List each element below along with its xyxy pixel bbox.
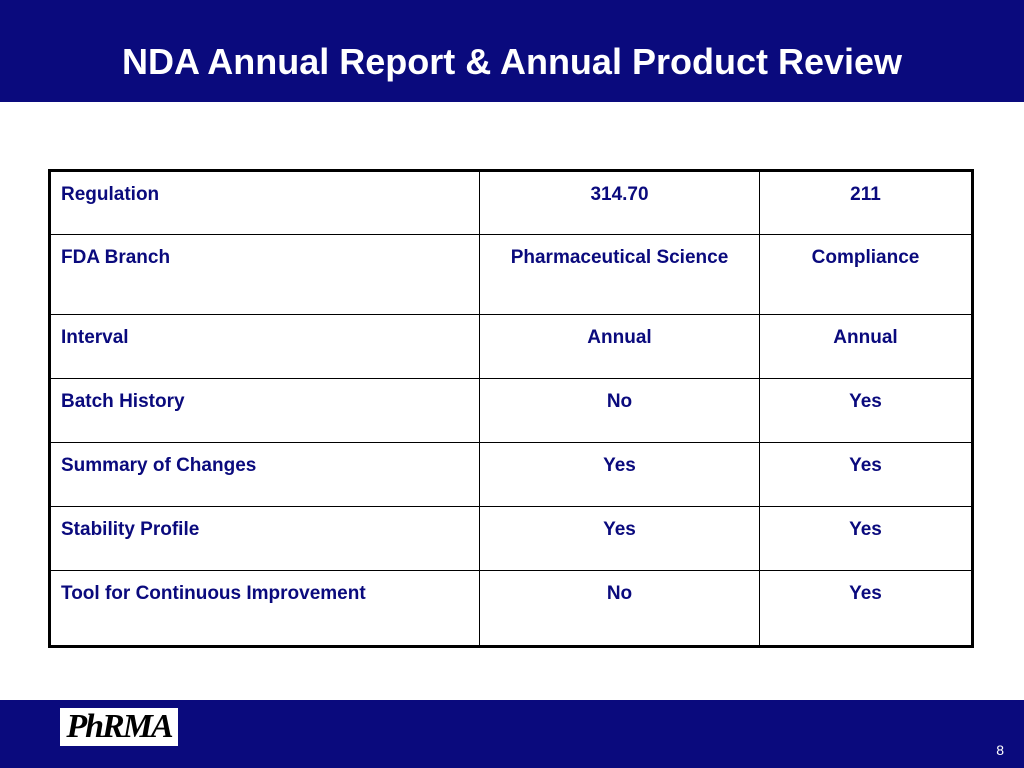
row-label-batch-history: Batch History [49,378,480,443]
table-row-stability-profile: Stability Profile Yes Yes [49,506,973,571]
table-row-batch-history: Batch History No Yes [49,378,973,443]
phrma-logo: PhRMA [60,708,178,746]
table-row-interval: Interval Annual Annual [49,314,973,379]
row-label-stability-profile: Stability Profile [49,506,480,571]
cell-314-70-interval: Annual [479,314,760,379]
comparison-table-container: Regulation 314.70 211 FDA Branch Pharmac… [48,169,974,648]
row-label-fda-branch: FDA Branch [49,234,480,315]
cell-211-interval: Annual [759,314,973,379]
row-label-regulation: Regulation [49,170,480,235]
cell-314-70-summary-of-changes: Yes [479,442,760,507]
cell-211-summary-of-changes: Yes [759,442,973,507]
title-bar: NDA Annual Report & Annual Product Revie… [0,0,1024,102]
cell-211-tool-for-continuous-improvement: Yes [759,570,973,647]
cell-211-regulation: 211 [759,170,973,235]
cell-314-70-regulation: 314.70 [479,170,760,235]
table-row-tool-for-continuous-improvement: Tool for Continuous Improvement No Yes [49,570,973,647]
footer-bar: PhRMA 8 [0,700,1024,768]
cell-314-70-stability-profile: Yes [479,506,760,571]
cell-314-70-tool-for-continuous-improvement: No [479,570,760,647]
cell-211-fda-branch: Compliance [759,234,973,315]
cell-211-stability-profile: Yes [759,506,973,571]
table-row-summary-of-changes: Summary of Changes Yes Yes [49,442,973,507]
table-row-regulation: Regulation 314.70 211 [49,170,973,235]
cell-211-batch-history: Yes [759,378,973,443]
row-label-interval: Interval [49,314,480,379]
cell-314-70-batch-history: No [479,378,760,443]
comparison-table: Regulation 314.70 211 FDA Branch Pharmac… [48,169,974,648]
row-label-summary-of-changes: Summary of Changes [49,442,480,507]
table-row-fda-branch: FDA Branch Pharmaceutical Science Compli… [49,234,973,315]
page-number: 8 [996,742,1004,758]
cell-314-70-fda-branch: Pharmaceutical Science [479,234,760,315]
phrma-logo-text: PhRMA [66,708,173,745]
slide-title: NDA Annual Report & Annual Product Revie… [121,41,903,82]
row-label-tool-for-continuous-improvement: Tool for Continuous Improvement [49,570,480,647]
